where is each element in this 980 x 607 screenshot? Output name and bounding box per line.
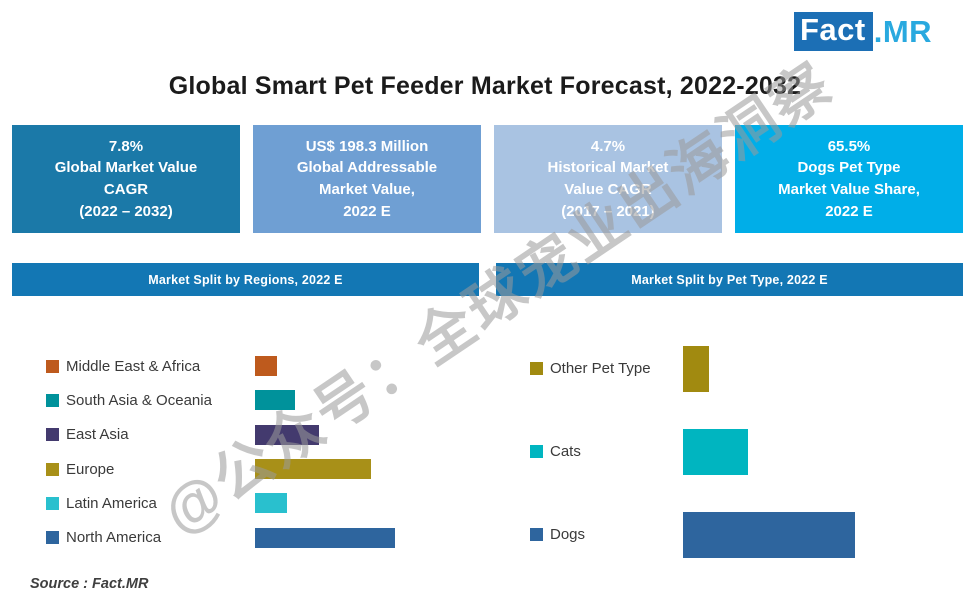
chart-row-east-asia: East Asia <box>46 418 395 452</box>
legend-swatch <box>46 359 59 373</box>
source-note: Source : Fact.MR <box>30 576 149 592</box>
stat-label: Dogs Pet Type <box>797 159 901 177</box>
bar-middle-east-africa <box>255 356 277 377</box>
logo-fact-text: Fact <box>794 12 873 51</box>
legend-swatch <box>530 528 543 541</box>
legend-label: Cats <box>550 443 581 460</box>
stat-label: 2022 E <box>825 202 873 220</box>
chart-row-middle-east-africa: Middle East & Africa <box>46 349 395 383</box>
stat-value: 65.5% <box>827 137 871 155</box>
legend-entry: Latin America <box>46 495 255 512</box>
section-header-row: Market Split by Regions, 2022 E Market S… <box>12 263 963 296</box>
chart-row-latin-america: Latin America <box>46 486 395 520</box>
legend-swatch <box>530 362 543 375</box>
legend-swatch <box>46 428 59 442</box>
section-header-regions: Market Split by Regions, 2022 E <box>12 263 479 296</box>
stat-box-row: 7.8% Global Market Value CAGR (2022 – 20… <box>12 125 963 233</box>
legend-swatch <box>46 496 59 510</box>
legend-label: South Asia & Oceania <box>66 391 212 409</box>
stat-value: 7.8% <box>108 137 144 155</box>
stat-box-cagr: 7.8% Global Market Value CAGR (2022 – 20… <box>12 125 240 233</box>
legend-entry: South Asia & Oceania <box>46 392 255 409</box>
stat-label: Market Value, <box>319 181 415 198</box>
pet-type-bar-chart: Other Pet Type Cats Dogs <box>530 327 856 576</box>
stat-label: 2022 E <box>343 202 391 220</box>
legend-entry: Europe <box>46 461 255 478</box>
stat-label: (2022 – 2032) <box>79 202 173 220</box>
stat-value: 4.7% <box>590 137 626 155</box>
legend-entry: Dogs <box>530 526 683 543</box>
factmr-logo: Fact .MR <box>794 12 932 51</box>
stat-label: Market Value Share, <box>778 181 920 198</box>
stat-label: CAGR <box>103 181 149 198</box>
stat-label: Value CAGR <box>564 181 652 198</box>
legend-entry: North America <box>46 529 255 546</box>
chart-row-europe: Europe <box>46 452 395 486</box>
bar-dogs <box>683 511 856 558</box>
legend-label: Other Pet Type <box>550 360 651 377</box>
section-header-pet-type: Market Split by Pet Type, 2022 E <box>496 263 963 296</box>
stat-label: Global Addressable <box>296 159 438 177</box>
stat-label: Global Market Value <box>54 159 198 177</box>
stat-value: US$ 198.3 Million <box>305 137 429 155</box>
chart-row-other-pet-type: Other Pet Type <box>530 327 855 410</box>
bar-east-asia <box>255 424 319 445</box>
legend-label: East Asia <box>66 426 129 444</box>
stat-label: Historical Market <box>547 159 669 177</box>
stat-box-addressable-value: US$ 198.3 Million Global Addressable Mar… <box>253 125 481 233</box>
legend-label: Dogs <box>550 526 586 543</box>
legend-label: Middle East & Africa <box>66 357 201 375</box>
legend-entry: East Asia <box>46 426 255 443</box>
legend-label: Europe <box>66 460 115 478</box>
bar-north-america <box>255 527 395 548</box>
bar-europe <box>255 459 371 480</box>
legend-label: Latin America <box>66 494 157 512</box>
stat-box-historical-cagr: 4.7% Historical Market Value CAGR (2017 … <box>494 125 722 233</box>
chart-row-north-america: North America <box>46 520 395 554</box>
regions-bar-chart: Middle East & Africa South Asia & Oceani… <box>46 349 395 555</box>
legend-entry: Cats <box>530 443 683 460</box>
page-title: Global Smart Pet Feeder Market Forecast,… <box>168 72 802 100</box>
bar-latin-america <box>255 493 287 514</box>
legend-entry: Other Pet Type <box>530 360 683 377</box>
chart-row-cats: Cats <box>530 410 855 493</box>
legend-swatch <box>46 462 59 476</box>
stat-box-dogs-share: 65.5% Dogs Pet Type Market Value Share, … <box>735 125 963 233</box>
legend-swatch <box>530 445 543 458</box>
legend-entry: Middle East & Africa <box>46 358 255 375</box>
legend-label: North America <box>66 529 162 547</box>
legend-swatch <box>46 531 59 545</box>
chart-row-dogs: Dogs <box>530 493 856 576</box>
stat-label: (2017 – 2021) <box>561 202 655 220</box>
bar-cats <box>683 428 749 475</box>
bar-south-asia-oceania <box>255 390 295 411</box>
chart-row-south-asia-oceania: South Asia & Oceania <box>46 383 395 417</box>
logo-mr-text: .MR <box>873 13 933 49</box>
bar-other-pet-type <box>683 345 709 392</box>
legend-swatch <box>46 393 59 407</box>
